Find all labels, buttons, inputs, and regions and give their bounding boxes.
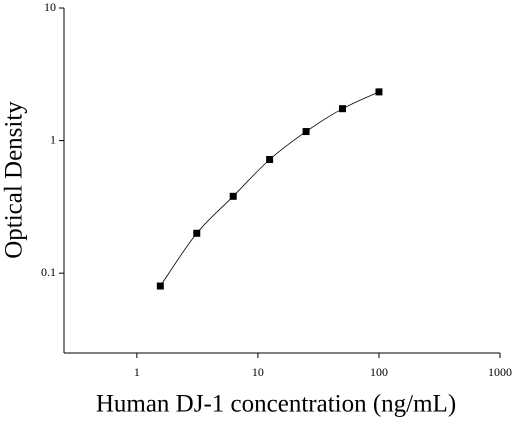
x-tick-label: 10 <box>252 365 264 379</box>
fit-curve <box>160 91 380 287</box>
data-point <box>375 88 383 96</box>
y-tick-label: 1 <box>50 132 56 146</box>
data-point <box>156 282 164 290</box>
y-tick-label: 0.1 <box>41 265 56 279</box>
data-point <box>266 156 274 164</box>
x-tick-label: 1000 <box>488 365 512 379</box>
x-tick-label: 1 <box>134 365 140 379</box>
data-point <box>193 229 201 237</box>
y-tick-label: 10 <box>44 0 56 14</box>
data-point <box>339 105 347 113</box>
y-axis-title: Optical Density <box>1 101 28 259</box>
x-tick-label: 100 <box>370 365 388 379</box>
data-point <box>229 192 237 200</box>
x-axis-title: Human DJ-1 concentration (ng/mL) <box>96 391 456 418</box>
data-point <box>302 128 310 136</box>
